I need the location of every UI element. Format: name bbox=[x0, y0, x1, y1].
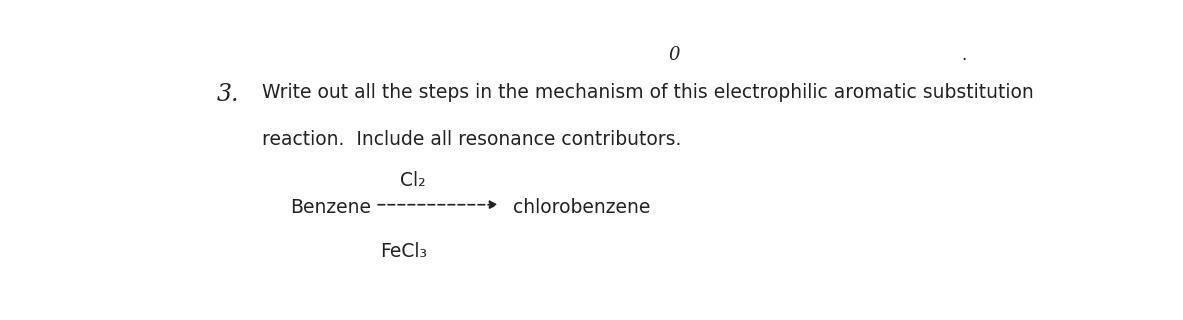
Text: reaction.  Include all resonance contributors.: reaction. Include all resonance contribu… bbox=[263, 130, 681, 148]
Text: 0: 0 bbox=[668, 46, 680, 64]
Text: FeCl₃: FeCl₃ bbox=[380, 242, 427, 261]
Text: 3.: 3. bbox=[216, 83, 239, 106]
Text: Write out all the steps in the mechanism of this electrophilic aromatic substitu: Write out all the steps in the mechanism… bbox=[263, 83, 1034, 102]
Text: chlorobenzene: chlorobenzene bbox=[512, 198, 651, 217]
Text: Benzene: Benzene bbox=[290, 198, 371, 217]
Text: Cl₂: Cl₂ bbox=[400, 172, 426, 190]
Text: .: . bbox=[961, 46, 967, 64]
